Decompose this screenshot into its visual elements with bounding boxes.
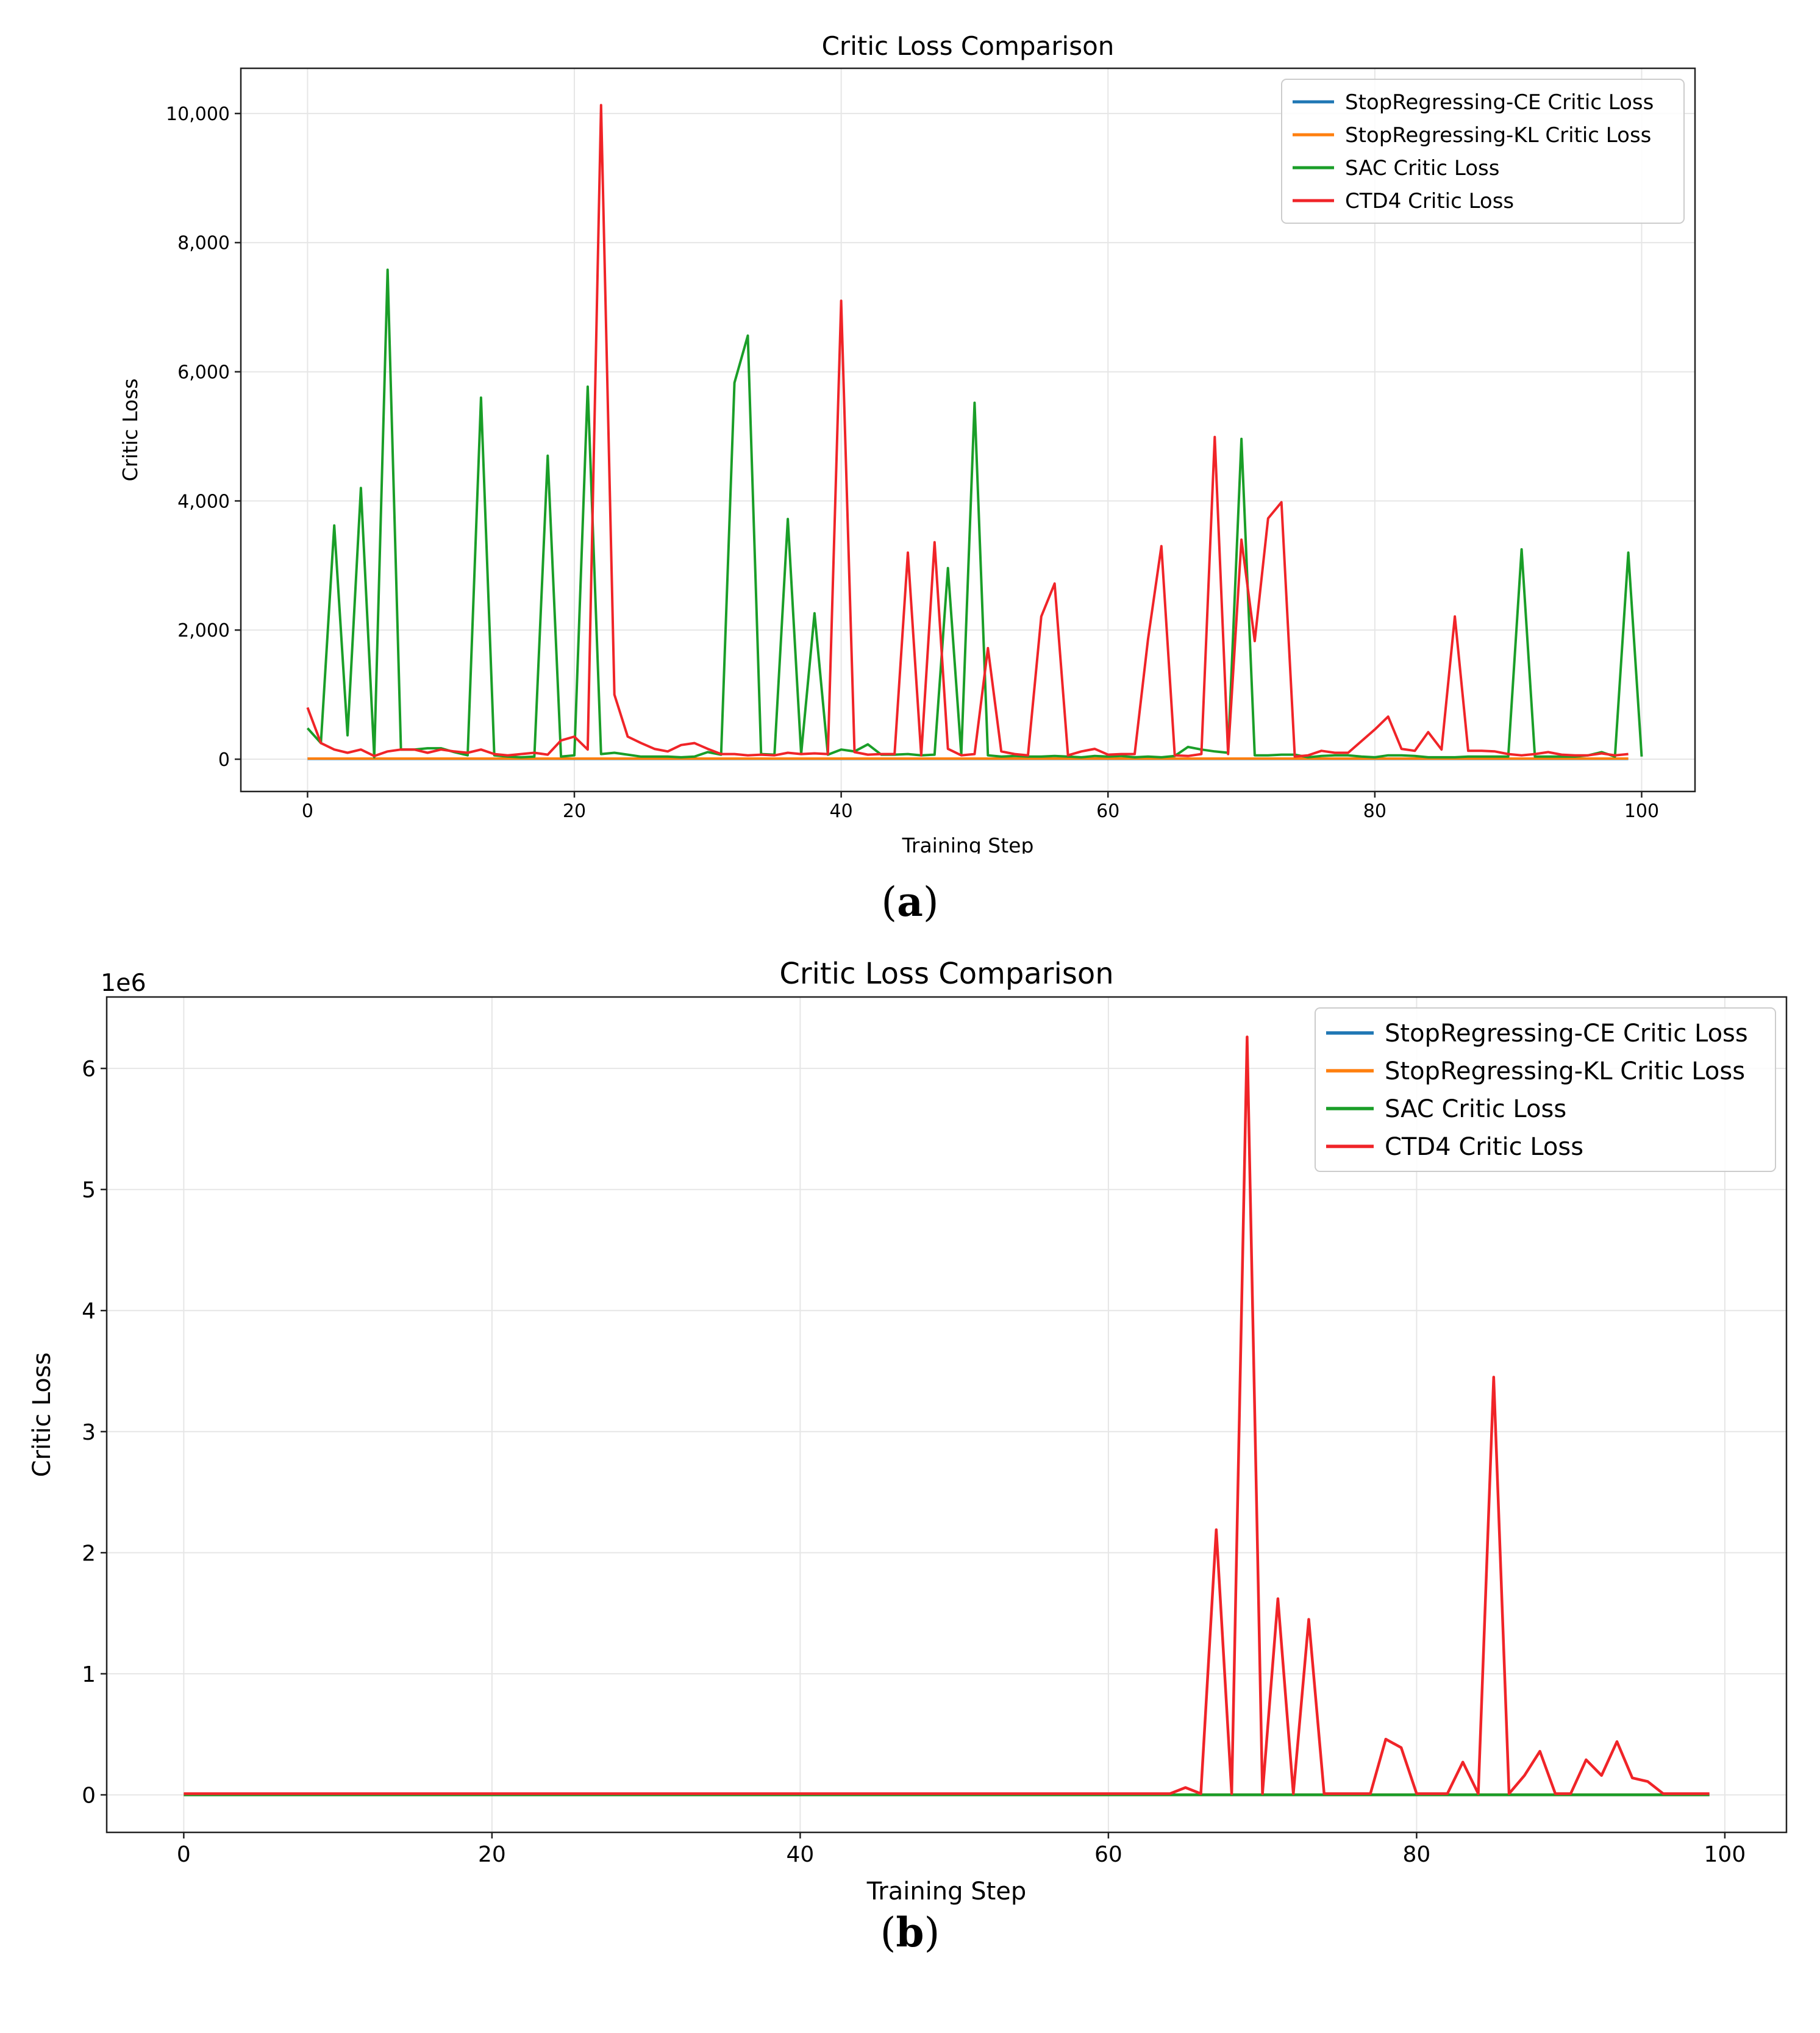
caption-a-letter: a xyxy=(897,878,923,926)
y-tick-label: 3 xyxy=(82,1420,96,1445)
x-tick-label: 40 xyxy=(830,801,853,822)
caption-a: (a) xyxy=(881,878,939,926)
x-tick-label: 20 xyxy=(563,801,586,822)
caption-b: (b) xyxy=(880,1909,940,1956)
chart-b: 0 20 40 60 80 100 0 1 2 3 4 5 6 Critic Loss Compariso… xyxy=(28,957,1788,1906)
series-line-3 xyxy=(306,104,1629,758)
legend-label-1: StopRegressing-KL Critic Loss xyxy=(1385,1057,1745,1085)
legend-label-3: CTD4 Critic Loss xyxy=(1385,1133,1583,1161)
plot-frame xyxy=(105,996,1788,1834)
y-tick-label: 10,000 xyxy=(166,104,230,125)
chart-title: Critic Loss Comparison xyxy=(822,31,1115,61)
y-tick-label: 0 xyxy=(218,749,230,771)
x-tick-label: 0 xyxy=(177,1842,191,1867)
legend-label-1: StopRegressing-KL Critic Loss xyxy=(1345,123,1651,148)
chart-a: 0 20 40 60 80 100 0 2,000 4,000 6,000 8,000 10,000 C… xyxy=(118,31,1696,854)
plot-frame xyxy=(240,67,1696,793)
caption-b-letter: b xyxy=(896,1909,924,1956)
panel-b: 0 20 40 60 80 100 0 1 2 3 4 5 6 Critic Loss Compariso… xyxy=(0,933,1820,1976)
y-tick-label: 4 xyxy=(82,1299,96,1324)
x-axis: 0 20 40 60 80 100 xyxy=(302,791,1659,822)
panel-a: 0 20 40 60 80 100 0 2,000 4,000 6,000 8,000 10,000 C… xyxy=(0,0,1820,926)
x-axis-label: Training Step xyxy=(902,834,1034,854)
y-tick-label: 1 xyxy=(82,1662,96,1687)
x-tick-label: 40 xyxy=(786,1842,814,1867)
y-tick-label: 4,000 xyxy=(177,491,230,512)
x-tick-label: 100 xyxy=(1624,801,1659,822)
x-tick-label: 80 xyxy=(1363,801,1386,822)
y-axis-label: Critic Loss xyxy=(118,379,142,482)
y-tick-label: 5 xyxy=(82,1178,96,1203)
y-axis: 0 1 2 3 4 5 6 xyxy=(82,1057,107,1808)
legend-label-2: SAC Critic Loss xyxy=(1385,1095,1566,1123)
series-group xyxy=(306,104,1643,760)
series-line-3 xyxy=(184,1035,1710,1795)
x-tick-label: 80 xyxy=(1402,1842,1430,1867)
series-group xyxy=(184,1035,1710,1796)
axis-offset-label: 1e6 xyxy=(101,969,146,997)
y-tick-label: 0 xyxy=(82,1783,96,1808)
y-axis: 0 2,000 4,000 6,000 8,000 10,000 xyxy=(166,104,241,771)
legend-label-2: SAC Critic Loss xyxy=(1345,156,1499,180)
x-axis-label: Training Step xyxy=(866,1878,1027,1906)
y-tick-label: 6 xyxy=(82,1057,96,1082)
y-axis-label: Critic Loss xyxy=(28,1352,56,1477)
x-tick-label: 0 xyxy=(302,801,313,822)
legend-label-0: StopRegressing-CE Critic Loss xyxy=(1345,90,1654,115)
x-tick-label: 100 xyxy=(1704,1842,1746,1867)
y-tick-label: 2,000 xyxy=(177,620,230,641)
x-tick-label: 60 xyxy=(1094,1842,1122,1867)
x-tick-label: 60 xyxy=(1096,801,1119,822)
x-axis: 0 20 40 60 80 100 xyxy=(177,1832,1746,1867)
legend-box xyxy=(1281,79,1685,224)
legend-box xyxy=(1315,1007,1776,1172)
y-tick-label: 2 xyxy=(82,1541,96,1566)
y-tick-label: 8,000 xyxy=(177,233,230,254)
series-line-2 xyxy=(306,268,1643,759)
legend: StopRegressing-CE Critic Loss StopRegress… xyxy=(1281,79,1685,224)
x-tick-label: 20 xyxy=(478,1842,506,1867)
legend-label-0: StopRegressing-CE Critic Loss xyxy=(1385,1020,1748,1048)
y-tick-label: 6,000 xyxy=(177,362,230,383)
legend: StopRegressing-CE Critic Loss StopRegress… xyxy=(1315,1007,1776,1172)
legend-label-3: CTD4 Critic Loss xyxy=(1345,189,1514,213)
chart-title: Critic Loss Comparison xyxy=(779,957,1113,991)
